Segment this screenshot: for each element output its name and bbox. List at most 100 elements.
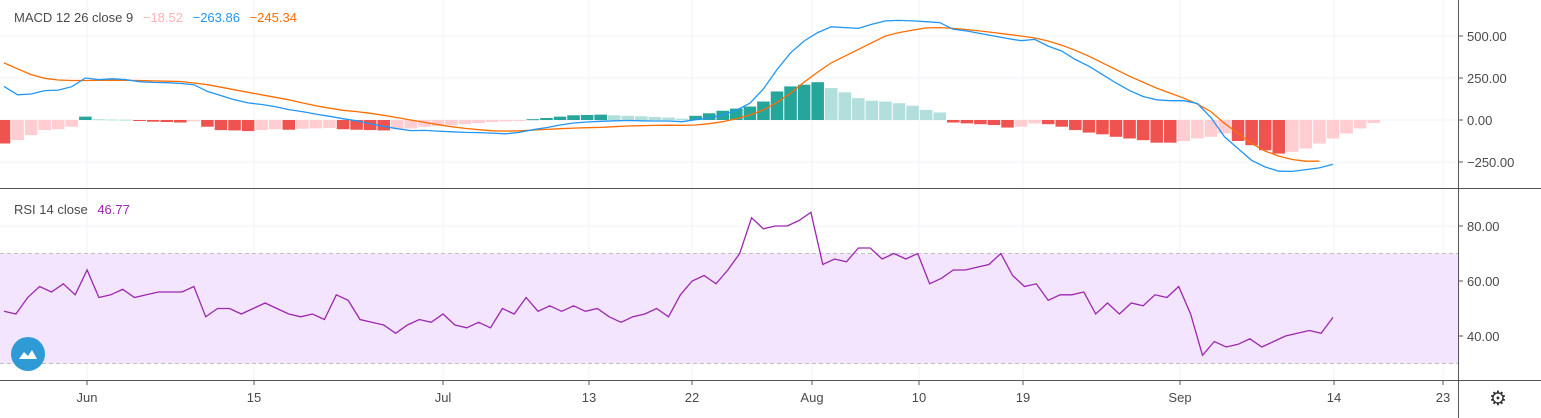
macd-legend: MACD 12 26 close 9 −18.52 −263.86 −245.3… xyxy=(14,10,303,25)
time-axis-label: Aug xyxy=(800,390,823,405)
histogram-bar xyxy=(906,105,919,120)
histogram-bar xyxy=(282,120,296,130)
histogram-bar xyxy=(485,120,499,123)
rsi-axis-label: 40.00 xyxy=(1467,329,1500,344)
histogram-bar xyxy=(390,120,404,130)
histogram-bar xyxy=(743,106,757,120)
histogram-bar xyxy=(974,120,987,125)
histogram-bar xyxy=(892,103,906,120)
histogram-bar xyxy=(79,116,92,120)
tradingview-logo-icon[interactable] xyxy=(11,337,45,371)
rsi-axis-label: 80.00 xyxy=(1467,219,1500,234)
histogram-bar xyxy=(1014,120,1028,127)
histogram-bar xyxy=(24,120,38,136)
histogram-bar xyxy=(214,120,228,131)
histogram-bar xyxy=(757,101,770,120)
histogram-bar xyxy=(268,120,282,130)
histogram-bar xyxy=(228,120,241,131)
histogram-bar xyxy=(621,115,635,120)
histogram-bar xyxy=(811,82,824,120)
histogram-bar xyxy=(553,116,567,120)
histogram-bar xyxy=(784,86,797,120)
histogram-bar xyxy=(1245,120,1258,146)
histogram-bar xyxy=(1001,120,1014,128)
cloud-icon xyxy=(19,350,37,359)
histogram-bar xyxy=(933,112,947,120)
histogram-bar xyxy=(51,120,65,130)
histogram-bar xyxy=(540,117,553,120)
macd-line xyxy=(3,19,1334,173)
histogram-bar xyxy=(1218,120,1231,134)
histogram-bar xyxy=(296,120,309,129)
histogram-bar xyxy=(1367,120,1380,124)
histogram-bar xyxy=(797,84,811,120)
histogram-bar xyxy=(607,115,621,120)
histogram-bar xyxy=(336,120,350,130)
histogram-bar xyxy=(363,120,377,131)
histogram-bar xyxy=(1353,120,1367,129)
signal-line xyxy=(3,26,1320,162)
histogram-bar xyxy=(919,109,933,120)
histogram-bar xyxy=(350,120,363,130)
histogram-bar xyxy=(1313,120,1326,144)
histogram-bar xyxy=(567,115,580,120)
histogram-bar xyxy=(404,120,418,129)
time-axis-label: Jul xyxy=(435,390,452,405)
rsi-band xyxy=(0,253,1458,364)
macd-legend-signal-value: −245.34 xyxy=(249,10,297,25)
histogram-bar xyxy=(635,116,648,120)
histogram-bar xyxy=(65,120,79,127)
histogram-bar xyxy=(146,120,160,122)
histogram-bar xyxy=(838,92,852,120)
histogram-bar xyxy=(730,108,743,120)
histogram-bar xyxy=(499,120,513,122)
histogram-bar xyxy=(1055,120,1069,127)
histogram-bar xyxy=(1286,120,1299,152)
histogram-bar xyxy=(1326,120,1340,139)
macd-axis-label: 0.00 xyxy=(1467,113,1492,128)
macd-axis-label: −250.00 xyxy=(1467,155,1514,170)
histogram-bar xyxy=(1041,120,1055,125)
rsi-legend: RSI 14 close 46.77 xyxy=(14,202,136,217)
histogram-bar xyxy=(1191,120,1204,139)
histogram-bar xyxy=(323,120,336,129)
histogram-bar xyxy=(309,120,323,129)
histogram-bar xyxy=(92,119,106,121)
histogram-bar xyxy=(770,91,784,120)
histogram-bar xyxy=(1096,120,1109,135)
time-axis-label: 19 xyxy=(1016,390,1030,405)
histogram-bar xyxy=(1109,120,1123,137)
histogram-bar xyxy=(106,119,119,121)
time-axis-label: 13 xyxy=(582,390,596,405)
macd-axis-label: 250.00 xyxy=(1467,71,1507,86)
histogram-bar xyxy=(445,120,458,126)
histogram-bar xyxy=(947,120,960,123)
histogram-bar xyxy=(1258,120,1272,151)
histogram-bar xyxy=(648,116,662,120)
histogram-bar xyxy=(526,119,540,121)
settings-gear-icon[interactable]: ⚙ xyxy=(1489,388,1507,410)
histogram-bar xyxy=(1340,120,1353,134)
histogram-bar xyxy=(594,114,607,120)
macd-legend-macd-value: −263.86 xyxy=(192,10,240,25)
histogram-bar xyxy=(662,117,675,120)
histogram-bar xyxy=(1069,120,1082,131)
histogram-bar xyxy=(1082,120,1096,133)
histogram-bar xyxy=(201,120,214,127)
time-axis-label: 15 xyxy=(247,390,261,405)
histogram-bar xyxy=(702,113,716,120)
histogram-bar xyxy=(187,120,201,122)
time-axis-label: Sep xyxy=(1168,390,1191,405)
histogram-bar xyxy=(241,120,255,132)
histogram-bar xyxy=(472,120,485,124)
histogram-bar xyxy=(0,120,11,144)
rsi-legend-name: RSI 14 close xyxy=(14,202,88,217)
histogram-bar xyxy=(865,100,879,120)
histogram-bar xyxy=(1136,120,1150,141)
histogram-bar xyxy=(513,120,526,121)
histogram-bar xyxy=(38,120,51,131)
macd-legend-hist-value: −18.52 xyxy=(142,10,183,25)
macd-axis-label: 500.00 xyxy=(1467,29,1507,44)
time-axis-label: 22 xyxy=(685,390,699,405)
